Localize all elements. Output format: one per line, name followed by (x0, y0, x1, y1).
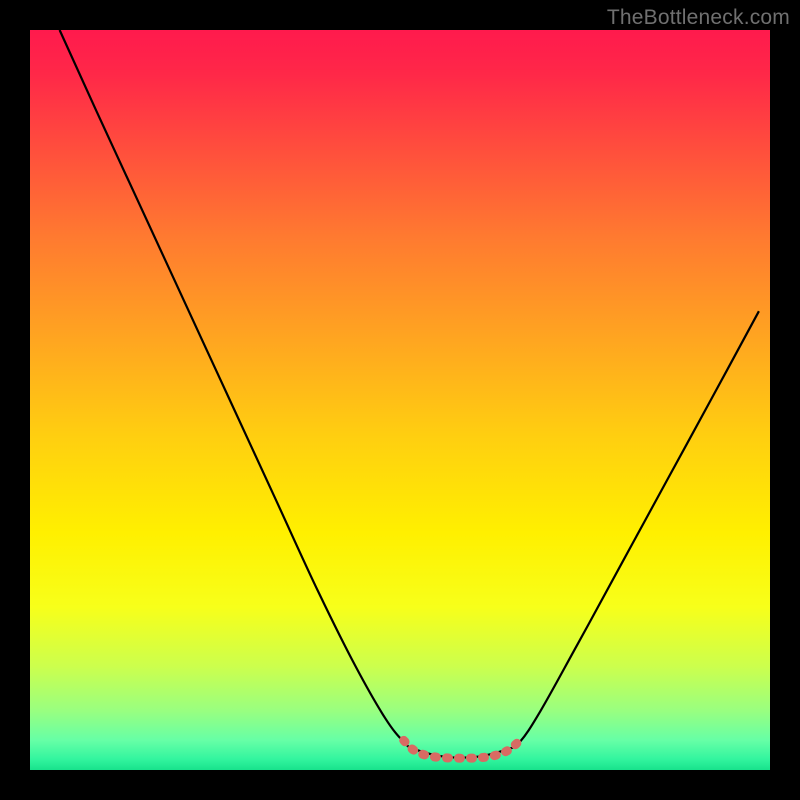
bottleneck-chart: TheBottleneck.com (0, 0, 800, 800)
chart-curve-layer (0, 0, 800, 800)
optimal-range-overlay (404, 740, 520, 758)
right-border (770, 0, 800, 800)
bottleneck-curve (60, 30, 759, 758)
left-border (0, 0, 30, 800)
watermark-text: TheBottleneck.com (607, 6, 790, 30)
